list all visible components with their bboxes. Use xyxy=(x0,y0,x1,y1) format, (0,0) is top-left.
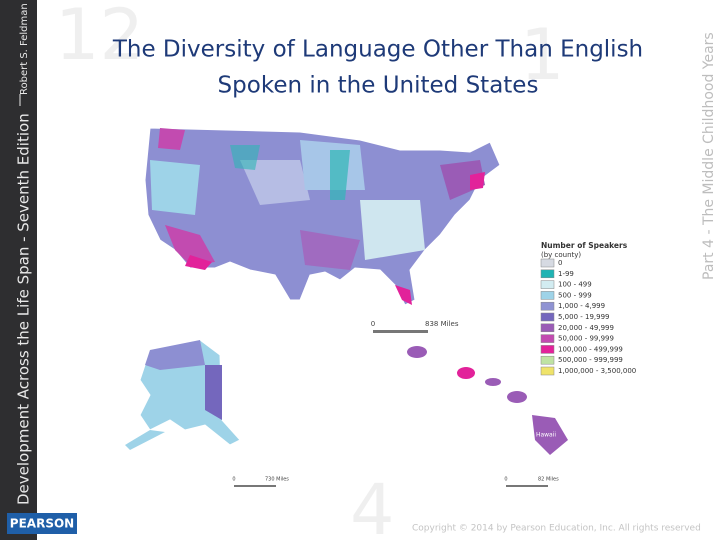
legend-label: 1,000,000 - 3,500,000 xyxy=(558,367,636,375)
svg-text:12: 12 xyxy=(55,0,144,76)
svg-text:1: 1 xyxy=(520,14,565,96)
legend-label: 1-99 xyxy=(558,270,574,278)
legend-label: 100 - 499 xyxy=(558,281,592,289)
legend-swatch xyxy=(540,301,555,311)
us-map xyxy=(144,127,501,306)
legend-swatch xyxy=(540,334,555,343)
legend-label: 1,000 - 4,999 xyxy=(558,302,605,310)
sidebar-title: Development Across the Life Span - Seven… xyxy=(15,113,33,505)
legend-subtitle: (by county) xyxy=(541,251,581,259)
hawaii-label: Hawaii xyxy=(536,432,556,439)
scale-end: 730 Miles xyxy=(265,477,289,483)
legend-label: 0 xyxy=(558,259,562,267)
svg-text:4: 4 xyxy=(350,469,395,540)
legend-swatch xyxy=(540,312,555,322)
sidebar-author: Robert S. Feldman xyxy=(19,3,30,95)
legend-label: 50,000 - 99,999 xyxy=(558,335,614,343)
scale-start: 0 xyxy=(371,320,375,328)
scale-bar: 0 82 Miles xyxy=(504,477,559,487)
background-decor: 12 1 4 xyxy=(55,0,565,540)
copyright: Copyright © 2014 by Pearson Education, I… xyxy=(412,524,701,534)
title-line: Spoken in the United States xyxy=(218,73,539,99)
legend-title: Number of Speakers xyxy=(541,241,628,250)
scale-bar: 0 730 Miles xyxy=(232,477,289,487)
sidebar xyxy=(0,0,37,540)
legend-swatch xyxy=(540,323,555,333)
scale-end: 838 Miles xyxy=(425,320,459,328)
alaska-map xyxy=(125,339,241,450)
legend-swatch xyxy=(540,291,555,300)
legend-swatch xyxy=(540,355,555,365)
legend-label: 5,000 - 19,999 xyxy=(558,313,610,321)
logo-box xyxy=(7,513,77,534)
legend: Number of Speakers (by county) 0 1-99 100 … xyxy=(540,241,636,376)
title-line: The Diversity of Language Other Than Eng… xyxy=(112,37,643,63)
scale-end: 82 Miles xyxy=(538,477,559,483)
legend-label: 20,000 - 49,999 xyxy=(558,324,614,332)
legend-swatch xyxy=(540,280,555,289)
legend-label: 500 - 999 xyxy=(558,291,592,299)
logo: PEARSON xyxy=(10,517,74,531)
legend-label: 100,000 - 499,999 xyxy=(558,345,623,353)
legend-swatch xyxy=(540,366,555,376)
legend-swatch xyxy=(540,258,555,268)
scale-bar: 0 838 Miles xyxy=(371,320,459,333)
side-caption: Part 4 - The Middle Childhood Years xyxy=(701,32,717,280)
hawaii-map xyxy=(407,346,568,455)
legend-label: 500,000 - 999,999 xyxy=(558,356,623,364)
legend-swatch xyxy=(540,345,555,354)
legend-swatch xyxy=(540,269,555,279)
scale-start: 0 xyxy=(232,477,235,483)
scale-start: 0 xyxy=(504,477,507,483)
